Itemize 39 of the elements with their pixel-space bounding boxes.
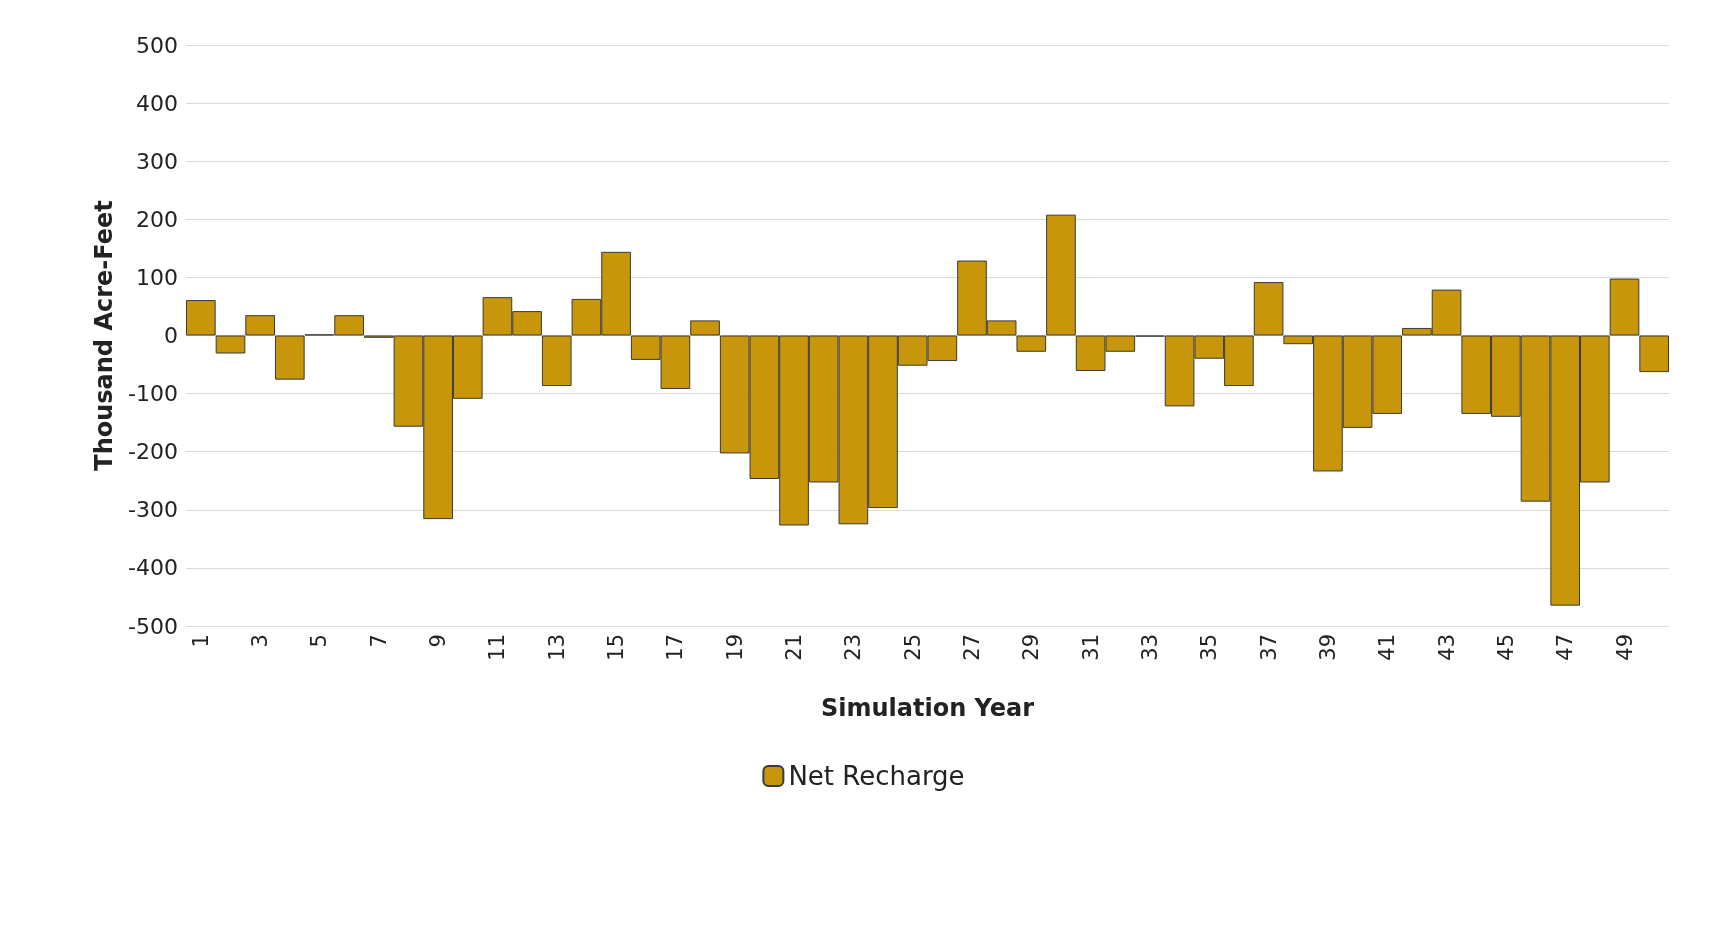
x-tick-label: 21	[782, 634, 807, 661]
y-tick-label: 0	[164, 323, 178, 348]
x-tick-label: 33	[1137, 634, 1162, 661]
y-tick-label: -500	[128, 613, 178, 639]
y-tick-label: 500	[136, 32, 178, 58]
x-tick-label: 1	[188, 634, 213, 648]
legend-label: Net Recharge	[788, 761, 965, 791]
x-tick-label: 41	[1375, 634, 1400, 661]
y-tick-label: -300	[128, 497, 178, 523]
y-tick-label: -100	[128, 381, 178, 407]
x-tick-label: 7	[366, 634, 391, 648]
x-tick-label: 5	[307, 634, 332, 648]
x-tick-label: 11	[485, 634, 510, 661]
x-tick-label: 39	[1315, 634, 1340, 661]
x-tick-label: 47	[1553, 634, 1578, 661]
x-tick-label: 19	[722, 634, 747, 661]
x-tick-label: 31	[1078, 634, 1103, 661]
y-axis-title: Thousand Acre-Feet	[90, 200, 118, 471]
x-tick-label: 45	[1493, 634, 1518, 661]
y-tick-label: 100	[136, 264, 178, 290]
x-tick-label: 35	[1197, 634, 1222, 661]
x-tick-label: 15	[604, 634, 629, 661]
x-tick-label: 23	[841, 634, 866, 661]
x-tick-label: 43	[1434, 634, 1459, 661]
x-tick-label: 17	[663, 634, 688, 661]
x-tick-label: 49	[1612, 634, 1637, 661]
x-axis-title: Simulation Year	[820, 694, 1035, 722]
y-tick-label: -200	[128, 439, 178, 465]
y-tick-label: 200	[136, 206, 178, 232]
y-tick-label: 300	[136, 148, 178, 174]
x-tick-label: 27	[959, 634, 984, 661]
y-tick-label: 400	[136, 90, 178, 116]
y-tick-label: -400	[128, 555, 178, 581]
x-tick-label: 37	[1256, 634, 1281, 661]
x-tick-label: 3	[248, 634, 273, 648]
x-tick-label: 13	[544, 634, 569, 661]
x-tick-label: 29	[1019, 634, 1044, 661]
x-tick-label: 9	[426, 634, 451, 648]
x-tick-label: 25	[900, 634, 925, 661]
